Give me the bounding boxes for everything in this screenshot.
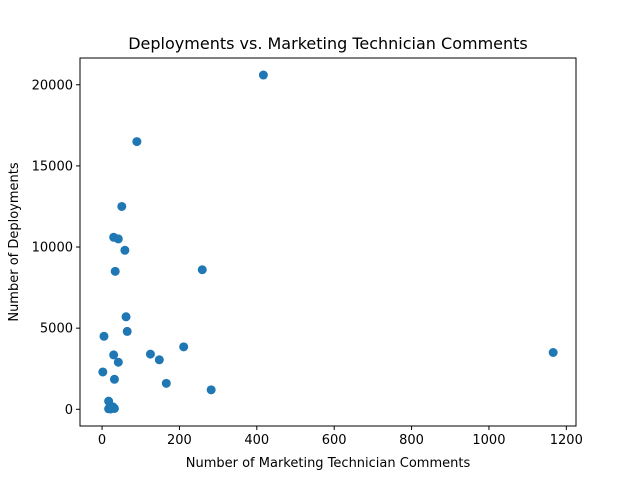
data-point <box>132 137 142 147</box>
y-tick-label: 10000 <box>32 241 73 256</box>
data-point <box>113 357 123 367</box>
data-point <box>161 378 171 388</box>
plot-area <box>80 58 576 426</box>
x-axis-title: Number of Marketing Technician Comments <box>186 456 471 471</box>
x-axis: 0 200 400 600 800 1000 1200 <box>98 426 583 448</box>
data-point <box>120 245 130 255</box>
data-point <box>548 347 558 357</box>
data-point <box>197 265 207 275</box>
data-points <box>98 70 558 414</box>
y-tick-label: 20000 <box>32 78 73 93</box>
data-point <box>98 367 108 377</box>
y-axis: 0 5000 10000 15000 20000 <box>32 78 80 418</box>
y-tick-label: 15000 <box>32 159 73 174</box>
y-tick-label: 5000 <box>40 322 73 337</box>
data-point <box>110 266 120 276</box>
y-tick-label: 0 <box>65 403 73 418</box>
data-point <box>106 404 116 414</box>
data-point <box>121 312 131 322</box>
x-tick-label: 600 <box>322 433 347 448</box>
data-point <box>154 355 164 365</box>
data-point <box>145 349 155 359</box>
x-tick-label: 200 <box>167 433 192 448</box>
data-point <box>113 234 123 244</box>
x-tick-label: 400 <box>244 433 269 448</box>
y-axis-title: Number of Deployments <box>7 162 22 322</box>
data-point <box>179 342 189 352</box>
data-point <box>122 326 132 336</box>
data-point <box>206 385 216 395</box>
data-point <box>109 350 119 360</box>
data-point <box>258 70 268 80</box>
x-tick-label: 800 <box>399 433 424 448</box>
x-tick-label: 1000 <box>472 433 505 448</box>
plot-frame <box>79 57 577 427</box>
data-point <box>109 374 119 384</box>
chart-title: Deployments vs. Marketing Technician Com… <box>128 34 528 53</box>
data-point <box>99 331 109 341</box>
x-tick-label: 0 <box>98 433 106 448</box>
x-tick-label: 1200 <box>550 433 583 448</box>
data-point <box>117 201 127 211</box>
